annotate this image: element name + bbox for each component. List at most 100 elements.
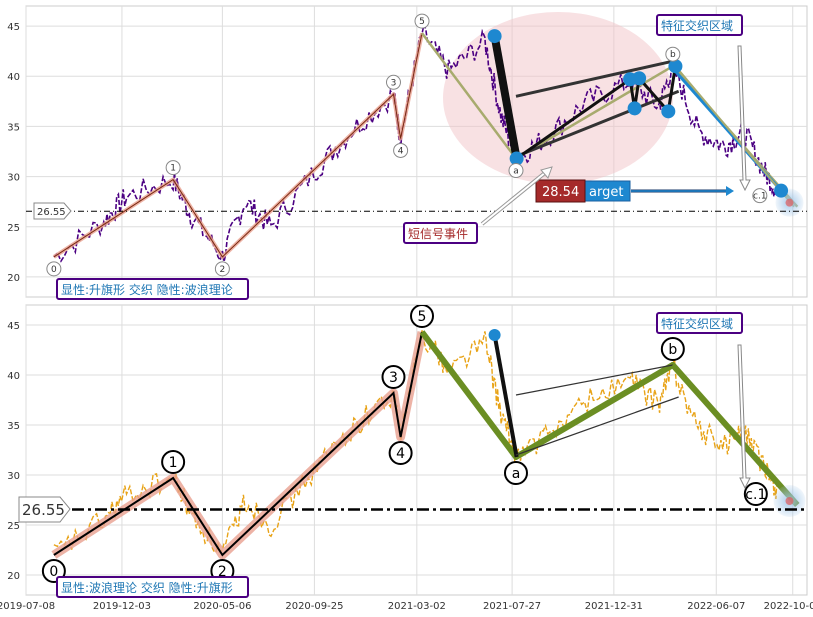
y-tick-label: 35 [7, 421, 20, 432]
x-tick-label: 2020-09-25 [285, 601, 343, 612]
top-y-tick-labels: 20 25 30 35 40 45 [7, 22, 20, 284]
y-tick-label: 25 [7, 223, 20, 234]
wave-label-text: 5 [419, 17, 425, 27]
y-tick-label: 30 [7, 471, 20, 482]
top-ellipse-zone [443, 12, 673, 184]
bottom-wave-labels: 0 1 2 3 4 5 a b c.1 c.2 [41, 305, 813, 583]
x-tick-label: 2020-05-06 [193, 601, 251, 612]
signal-point [774, 183, 789, 198]
wave-label-circle [660, 337, 685, 361]
target-value: 28.54 [542, 185, 579, 200]
wave-label-circle [410, 305, 435, 328]
bottom-y-tick-labels: 20 25 30 35 40 45 [7, 321, 20, 582]
wave-label-circle [508, 163, 524, 179]
top-signal-badge: 短信号事件 [403, 222, 478, 244]
wave-label-circle [165, 160, 181, 176]
y-tick-label: 20 [7, 571, 20, 582]
wave-label-circle [385, 74, 401, 90]
y-tick-label: 30 [7, 173, 20, 184]
signal-point [487, 29, 502, 44]
y-tick-label: 45 [7, 321, 20, 332]
wave-label-text: b [668, 342, 677, 358]
y-tick-label: 20 [7, 273, 20, 284]
flag-lower-line [515, 89, 680, 158]
wave-label-text: 3 [389, 370, 398, 386]
wave-label-text: c.1 [745, 487, 766, 503]
signal-point [488, 329, 501, 341]
wave-label-circle [743, 482, 768, 506]
wave-label-text: 1 [170, 164, 176, 174]
wave-label-text: a [513, 167, 519, 177]
flag-zigzag [515, 65, 677, 160]
top-signal-arrow [480, 166, 553, 226]
y-tick-label: 40 [7, 371, 20, 382]
x-tick-label: 2022-10-03 [764, 601, 813, 612]
wave-label-text: 0 [49, 564, 58, 580]
wave-label-circle [665, 46, 681, 62]
bottom-price-flag: 26.55 [18, 496, 71, 523]
projection-line [671, 363, 796, 505]
impulse-wave-line [53, 331, 423, 557]
target-zone-dot [785, 497, 794, 505]
top-blue-points [487, 29, 789, 198]
wave-label-text: 0 [51, 265, 57, 275]
signal-point [668, 59, 683, 74]
wave-label-text: 2 [218, 564, 227, 580]
x-tick-label: 2021-12-31 [585, 601, 643, 612]
top-pattern-label: 显性:升旗形 交织 隐性:波浪理论 [61, 282, 233, 297]
x-tick-label: 2021-07-27 [483, 601, 541, 612]
wave-label-circle [381, 365, 406, 389]
wave-label-circle [46, 261, 62, 277]
wave-label-circle [414, 13, 430, 29]
wave-label-text: 5 [418, 309, 427, 325]
wave-label-text: a [512, 466, 521, 482]
flag-upper-line [515, 364, 673, 396]
projection-line [674, 65, 795, 208]
wave-label-text: b [670, 50, 676, 60]
wave-label-text: 1 [169, 455, 178, 471]
flag-upper-line [515, 59, 674, 98]
x-tick-label: 2019-12-03 [93, 601, 151, 612]
flagpole-line [490, 35, 521, 160]
top-wave-labels: 0 1 2 3 4 5 a b c.1 c.2 [46, 13, 813, 277]
top-zone-annotation: 特征交织区域 [656, 14, 751, 192]
top-zone-label: 特征交织区域 [661, 18, 733, 33]
top-price-flag-label: 26.55 [37, 207, 66, 218]
y-tick-label: 35 [7, 122, 20, 133]
target-zone-dot [785, 198, 794, 207]
x-axis-tick-labels: 2019-07-08 2019-12-03 2020-05-06 2020-09-25… [0, 601, 813, 612]
bottom-zone-annotation: 特征交织区域 [656, 312, 751, 490]
y-tick-label: 25 [7, 521, 20, 532]
impulse-wave-line [53, 33, 423, 258]
bottom-pattern-label: 显性:波浪理论 交织 隐性:升旗形 [61, 580, 233, 595]
wave-label-text: 2 [220, 265, 226, 275]
bottom-price-flag-label: 26.55 [22, 501, 65, 519]
signal-point [632, 71, 647, 86]
signal-point [509, 151, 524, 166]
flagpole-line [492, 334, 519, 458]
signal-point [627, 101, 642, 116]
x-tick-label: 2022-06-07 [687, 601, 745, 612]
signal-point [661, 104, 676, 119]
flag-lower-line [515, 396, 679, 456]
x-tick-label: 2021-03-02 [388, 601, 446, 612]
wave-label-text: 3 [391, 78, 397, 88]
bottom-pattern-badge: 显性:波浪理论 交织 隐性:升旗形 [56, 576, 249, 598]
x-tick-label: 2019-07-08 [0, 601, 55, 612]
wave-label-text: c.1 [753, 192, 767, 202]
wave-label-circle [214, 261, 230, 277]
wave-label-text: 4 [396, 446, 405, 462]
wave-label-circle [393, 142, 409, 158]
top-target-badge: arget 28.54 [535, 179, 734, 203]
wave-label-circle [388, 441, 413, 465]
bottom-zone-label: 特征交织区域 [661, 316, 733, 331]
wave-label-text: c.2 [809, 203, 813, 213]
wave-label-text: c.2 [809, 498, 813, 514]
signal-label: 短信号事件 [408, 227, 468, 241]
wave-label-text: 4 [398, 146, 404, 156]
top-pattern-badge: 显性:升旗形 交织 隐性:波浪理论 [56, 278, 249, 300]
y-tick-label: 45 [7, 22, 20, 33]
